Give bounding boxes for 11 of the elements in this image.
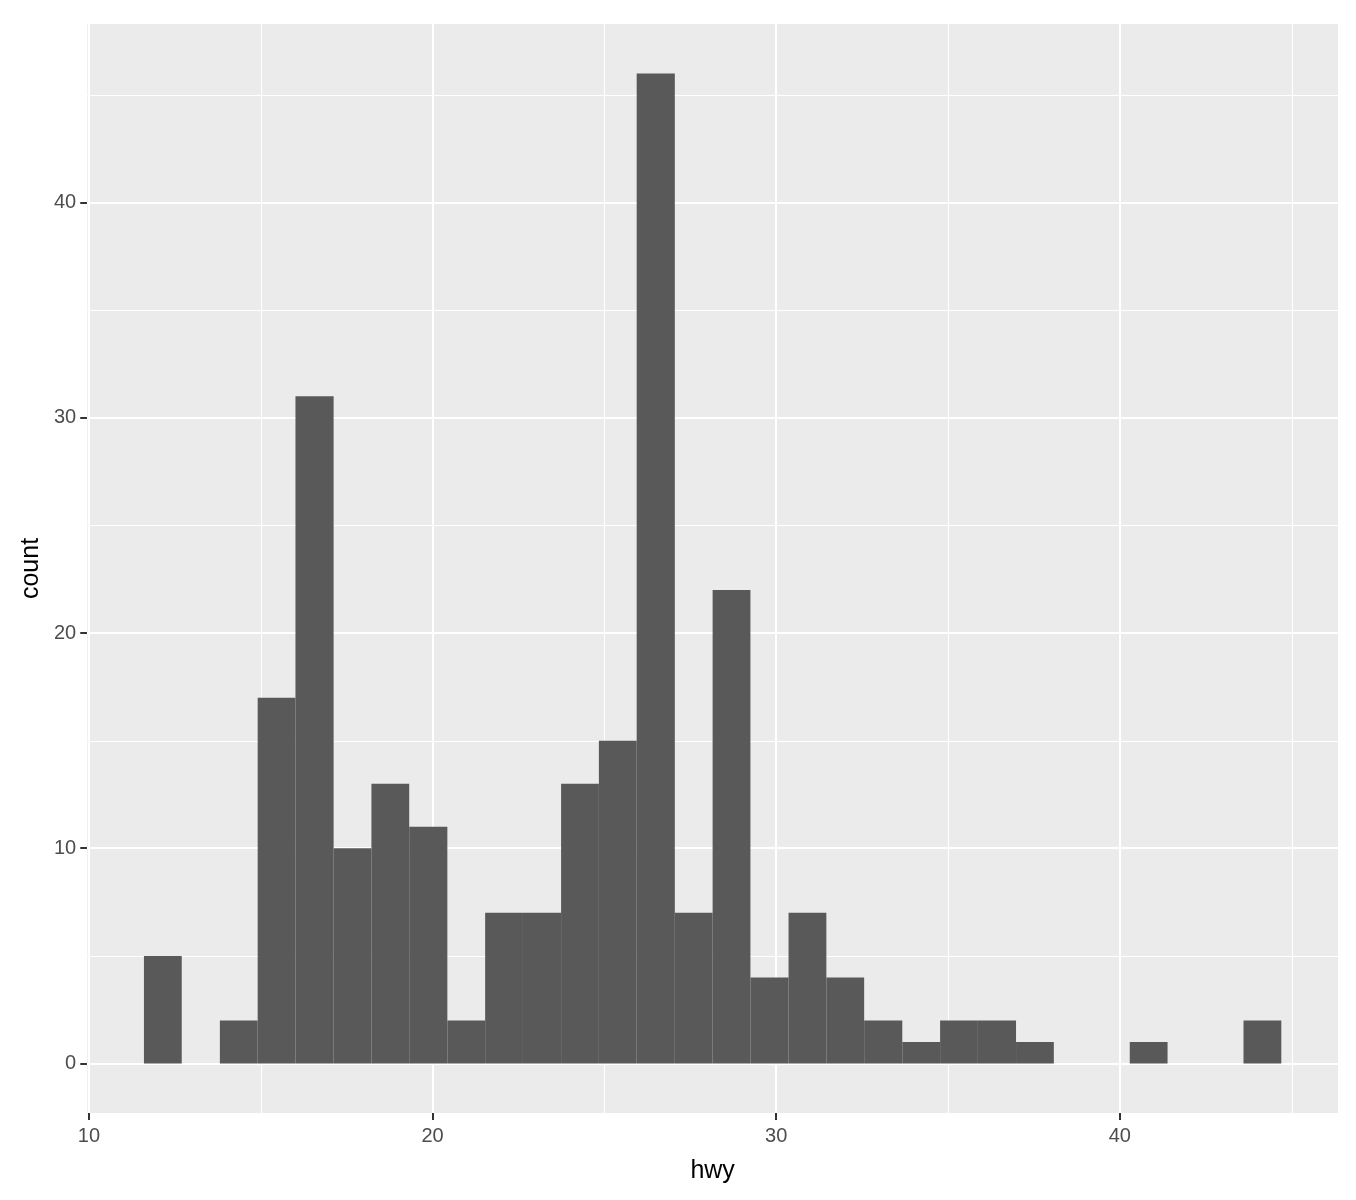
x-tick-label: 10 (77, 1123, 101, 1146)
x-tick-label: 40 (1108, 1123, 1131, 1146)
x-tick-label: 20 (421, 1123, 444, 1146)
y-tick-label: 0 (65, 1051, 77, 1074)
x-tick-label: 30 (765, 1123, 788, 1146)
y-tick-label: 20 (54, 620, 77, 643)
y-tick-label: 30 (54, 405, 77, 428)
y-tick-label: 40 (54, 190, 77, 213)
x-axis-title: hwy (690, 1154, 736, 1183)
y-tick-label: 10 (54, 835, 77, 858)
y-axis-title: count (14, 537, 43, 600)
